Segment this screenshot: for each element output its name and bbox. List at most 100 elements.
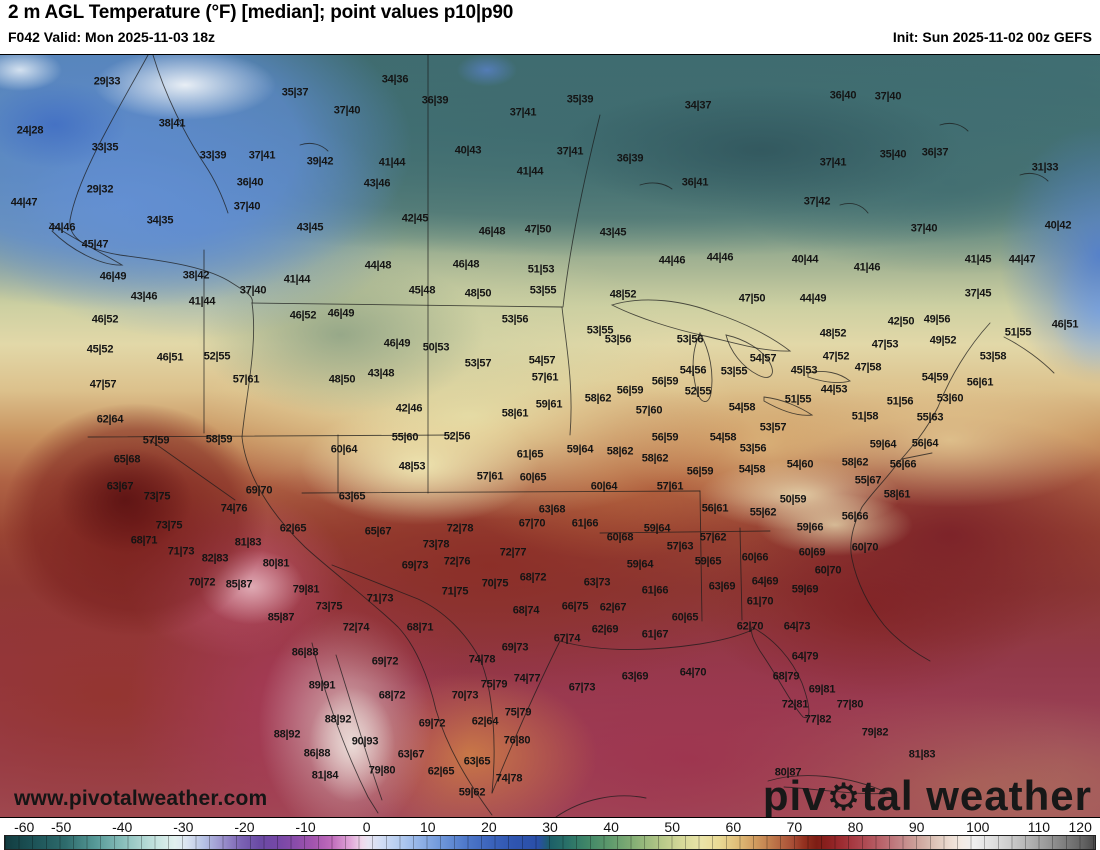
point-value: 55|67: [854, 474, 882, 487]
point-value: 72|74: [342, 621, 370, 634]
point-value: 43|45: [296, 221, 324, 234]
point-value: 56|59: [686, 465, 714, 478]
init-time: Init: Sun 2025-11-02 00z GEFS: [892, 29, 1092, 45]
point-value: 49|52: [929, 334, 957, 347]
state-line: [561, 306, 572, 436]
point-value: 76|80: [503, 734, 531, 747]
point-value: 60|68: [606, 531, 634, 544]
point-value: 53|57: [464, 357, 492, 370]
point-value: 51|55: [1004, 326, 1032, 339]
point-value: 63|69: [708, 580, 736, 593]
point-value: 33|35: [91, 141, 119, 154]
point-value: 58|62: [841, 456, 869, 469]
point-value: 72|76: [443, 555, 471, 568]
point-value: 49|56: [923, 313, 951, 326]
point-value: 59|66: [796, 521, 824, 534]
state-line: [562, 114, 601, 308]
point-value: 46|48: [452, 258, 480, 271]
point-value: 54|58: [738, 463, 766, 476]
point-value: 44|47: [1008, 253, 1036, 266]
point-value: 44|48: [364, 259, 392, 272]
point-value: 86|88: [303, 747, 331, 760]
point-value: 47|50: [738, 292, 766, 305]
colorbar-tick: -60: [14, 819, 35, 835]
point-value: 88|92: [273, 728, 301, 741]
point-value: 74|78: [468, 653, 496, 666]
map-title: 2 m AGL Temperature (°F) [median]; point…: [8, 2, 514, 23]
point-value: 50|59: [779, 493, 807, 506]
point-value: 52|55: [203, 350, 231, 363]
point-value: 36|41: [681, 176, 709, 189]
point-value: 36|40: [829, 89, 857, 102]
point-value: 41|44: [378, 156, 406, 169]
point-value: 54|57: [749, 352, 777, 365]
point-value: 47|58: [854, 361, 882, 374]
map-canvas[interactable]: www.pivotalweather.com piv⚙tal weather 2…: [0, 55, 1100, 818]
point-value: 61|70: [746, 595, 774, 608]
point-value: 44|46: [706, 251, 734, 264]
point-value: 36|39: [421, 94, 449, 107]
point-value: 81|83: [234, 536, 262, 549]
nova-scotia: [1003, 336, 1055, 374]
point-value: 48|50: [464, 287, 492, 300]
colorbar-tick: 120: [1068, 819, 1092, 835]
point-value: 62|65: [279, 522, 307, 535]
point-value: 39|42: [306, 155, 334, 168]
point-value: 46|51: [156, 351, 184, 364]
point-value: 53|55: [720, 365, 748, 378]
point-value: 60|69: [798, 546, 826, 559]
point-value: 69|81: [808, 683, 836, 696]
point-value: 46|52: [91, 313, 119, 326]
point-value: 68|71: [130, 534, 158, 547]
point-value: 46|49: [99, 270, 127, 283]
gear-icon: ⚙: [826, 775, 862, 818]
point-value: 63|68: [538, 503, 566, 516]
point-value: 34|36: [381, 73, 409, 86]
point-value: 68|72: [378, 689, 406, 702]
point-value: 42|46: [395, 402, 423, 415]
point-value: 52|55: [684, 385, 712, 398]
point-value: 51|58: [851, 410, 879, 423]
point-value: 66|75: [561, 600, 589, 613]
point-value: 54|60: [786, 458, 814, 471]
point-value: 42|50: [887, 315, 915, 328]
colorbar-tick: 100: [966, 819, 990, 835]
point-value: 37|41: [248, 149, 276, 162]
point-value: 42|45: [401, 212, 429, 225]
point-value: 46|52: [289, 309, 317, 322]
point-value: 69|70: [245, 484, 273, 497]
point-value: 24|28: [16, 124, 44, 137]
lake-squiggle: [939, 122, 969, 132]
point-value: 57|61: [232, 373, 260, 386]
point-value: 56|66: [841, 510, 869, 523]
point-value: 58|62: [606, 445, 634, 458]
colorbar-tick: 40: [603, 819, 619, 835]
point-value: 29|32: [86, 183, 114, 196]
brand-text-post: tal weather: [861, 772, 1092, 818]
point-value: 45|48: [408, 284, 436, 297]
point-value: 56|64: [911, 437, 939, 450]
point-value: 53|56: [739, 442, 767, 455]
point-value: 33|39: [199, 149, 227, 162]
point-value: 55|63: [916, 411, 944, 424]
point-value: 79|81: [292, 583, 320, 596]
coastline-pacific: [69, 55, 493, 816]
point-value: 57|61: [476, 470, 504, 483]
point-value: 37|40: [239, 284, 267, 297]
point-value: 35|39: [566, 93, 594, 106]
colorbar-tick: 80: [847, 819, 864, 835]
point-value: 58|62: [584, 392, 612, 405]
point-value: 58|62: [641, 452, 669, 465]
point-value: 41|46: [853, 261, 881, 274]
point-value: 60|65: [519, 471, 547, 484]
point-value: 59|61: [535, 398, 563, 411]
lake-squiggle: [639, 182, 673, 190]
point-value: 54|59: [921, 371, 949, 384]
point-value: 47|53: [871, 338, 899, 351]
point-value: 35|37: [281, 86, 309, 99]
point-value: 60|64: [590, 480, 618, 493]
point-value: 77|80: [836, 698, 864, 711]
point-value: 47|57: [89, 378, 117, 391]
point-value: 86|88: [291, 646, 319, 659]
point-value: 35|40: [879, 148, 907, 161]
